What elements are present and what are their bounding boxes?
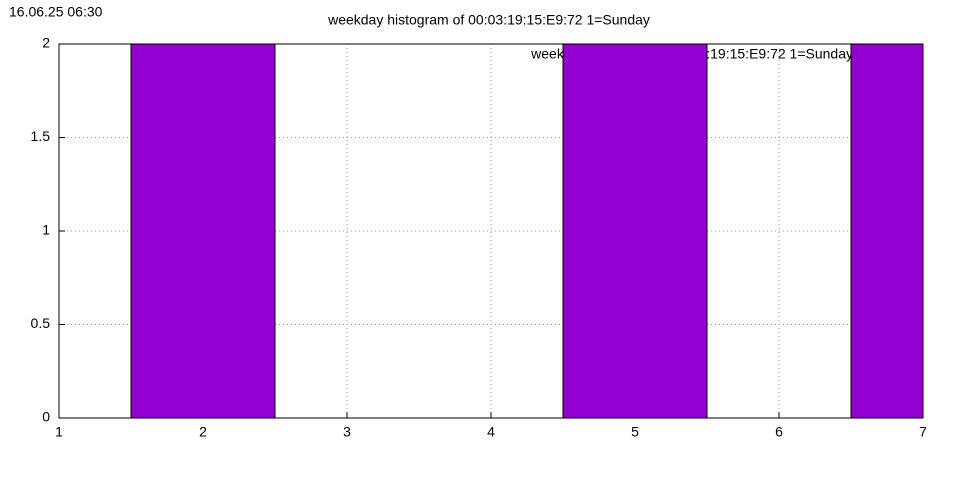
y-tick-label: 1.5 — [31, 128, 51, 144]
bar — [850, 44, 923, 418]
x-tick-label: 6 — [775, 424, 783, 440]
x-tick-label: 3 — [343, 424, 351, 440]
y-tick-label: 0 — [42, 409, 50, 425]
x-tick-label: 7 — [919, 424, 927, 440]
y-tick-label: 2 — [42, 35, 50, 51]
chart-title: weekday histogram of 00:03:19:15:E9:72 1… — [327, 12, 650, 28]
x-tick-label: 4 — [487, 424, 495, 440]
x-tick-label: 5 — [631, 424, 639, 440]
bar — [562, 44, 708, 418]
plot-border — [58, 43, 924, 419]
y-tick-label: 1 — [42, 222, 50, 238]
x-tick-label: 1 — [55, 424, 63, 440]
x-tick-label: 2 — [199, 424, 207, 440]
plot-area — [130, 44, 923, 418]
bar — [130, 44, 276, 418]
timestamp: 16.06.25 06:30 — [9, 4, 103, 20]
y-tick-label: 0.5 — [31, 315, 51, 331]
